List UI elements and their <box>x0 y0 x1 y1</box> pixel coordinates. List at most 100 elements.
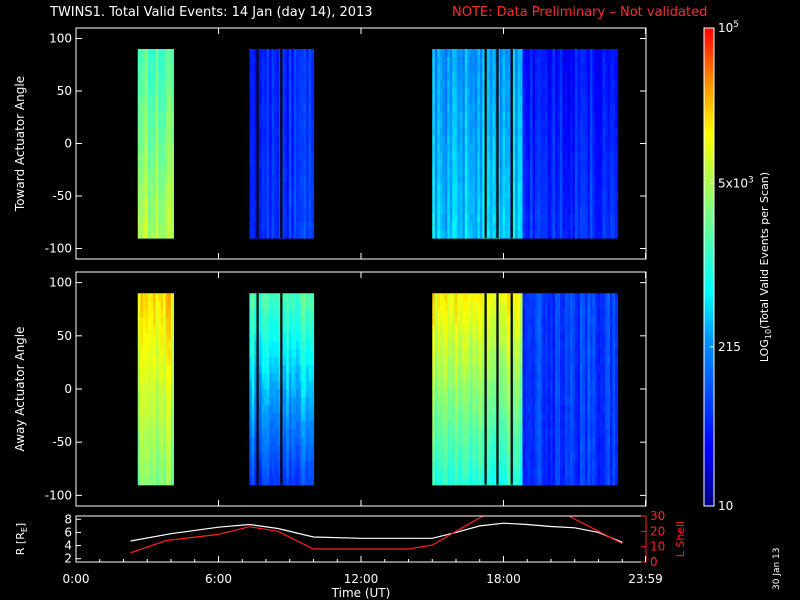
toward-cell <box>296 80 300 89</box>
away-cell <box>153 365 157 374</box>
away-cell <box>530 381 534 390</box>
toward-cell <box>519 88 524 97</box>
away-cell <box>525 420 529 430</box>
toward-cell <box>306 49 310 58</box>
toward-cell <box>547 112 551 121</box>
away-cell <box>291 444 295 454</box>
toward-cell <box>261 175 265 184</box>
toward-cell <box>454 151 458 160</box>
toward-cell <box>291 119 295 129</box>
toward-cell <box>482 112 486 121</box>
away-cell <box>266 293 270 302</box>
toward-cell <box>607 190 611 200</box>
away-cell <box>469 444 473 454</box>
toward-cell <box>298 119 302 129</box>
toward-cell <box>288 206 292 215</box>
toward-cell <box>467 80 471 89</box>
away-cell <box>477 373 481 382</box>
away-cell <box>254 460 258 470</box>
away-cell <box>147 325 152 334</box>
toward-cell <box>514 159 519 168</box>
away-cell <box>517 389 521 398</box>
away-cell <box>477 357 481 366</box>
away-cell <box>150 476 154 486</box>
away-cell <box>168 420 172 430</box>
toward-cell <box>469 72 473 82</box>
away-cell <box>291 341 295 350</box>
toward-cell <box>452 143 456 152</box>
toward-cell <box>522 88 526 97</box>
away-cell <box>158 357 162 366</box>
toward-cell <box>293 167 297 176</box>
toward-cell <box>512 159 516 168</box>
toward-cell <box>261 143 265 152</box>
toward-cell <box>535 175 539 184</box>
toward-cell <box>530 112 534 121</box>
toward-cell <box>449 175 453 184</box>
away-cell <box>261 365 265 374</box>
away-cell <box>288 444 292 454</box>
toward-cell <box>547 56 551 66</box>
away-cell <box>492 420 496 430</box>
away-cell <box>251 460 255 470</box>
away-cell <box>479 452 483 462</box>
away-cell <box>550 333 554 342</box>
toward-cell <box>535 64 539 74</box>
toward-cell <box>514 119 519 129</box>
toward-cell <box>545 56 549 66</box>
away-cell <box>283 444 287 454</box>
toward-cell <box>274 143 278 152</box>
toward-cell <box>274 112 278 121</box>
toward-cell <box>147 104 152 113</box>
away-cell <box>457 325 461 334</box>
toward-cell <box>580 222 584 231</box>
away-cell <box>492 317 496 326</box>
toward-cell <box>590 167 594 176</box>
away-cell <box>276 444 280 454</box>
away-cell <box>264 404 268 414</box>
toward-cell <box>462 119 466 129</box>
toward-cell <box>610 190 614 200</box>
toward-cell <box>540 72 544 82</box>
away-cell <box>469 381 473 390</box>
away-cell <box>170 317 174 326</box>
away-cell <box>489 365 494 374</box>
toward-cell <box>542 104 546 113</box>
toward-cell <box>296 56 300 66</box>
away-cell <box>555 325 559 334</box>
toward-cell <box>447 175 451 184</box>
away-cell <box>137 412 141 422</box>
toward-cell <box>507 72 511 82</box>
away-cell <box>537 436 541 446</box>
toward-cell <box>281 104 285 113</box>
toward-cell <box>522 151 526 160</box>
away-cell <box>266 436 270 446</box>
toward-cell <box>582 198 586 208</box>
away-cell <box>298 468 302 478</box>
toward-cell <box>269 198 273 208</box>
toward-cell <box>442 167 446 176</box>
away-cell <box>274 373 278 382</box>
toward-cell <box>537 56 541 66</box>
away-cell <box>155 341 159 350</box>
away-block-3 <box>522 293 619 486</box>
toward-cell <box>150 143 154 152</box>
away-cell <box>145 412 149 422</box>
away-cell <box>540 396 544 406</box>
away-cell <box>286 317 290 326</box>
toward-cell <box>145 80 149 89</box>
away-cell <box>562 365 566 374</box>
toward-cell <box>170 104 174 113</box>
toward-cell <box>153 127 157 137</box>
away-cell <box>140 309 144 318</box>
toward-cell <box>590 88 594 97</box>
toward-cell <box>600 96 604 105</box>
toward-cell <box>444 88 448 97</box>
away-cell <box>259 412 263 422</box>
toward-cell <box>555 159 559 168</box>
toward-cell <box>567 64 571 74</box>
toward-cell <box>532 72 536 82</box>
away-cell <box>492 341 496 350</box>
away-cell <box>557 365 561 374</box>
toward-cell <box>522 64 526 74</box>
